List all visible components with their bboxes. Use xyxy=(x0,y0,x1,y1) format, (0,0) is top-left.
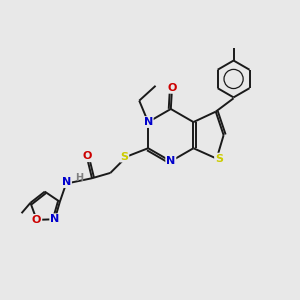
Text: N: N xyxy=(166,156,176,166)
Text: O: O xyxy=(168,82,177,93)
Text: O: O xyxy=(83,151,92,161)
Text: N: N xyxy=(50,214,59,224)
Text: S: S xyxy=(215,154,223,164)
Text: S: S xyxy=(120,152,128,161)
Text: O: O xyxy=(32,215,41,225)
Text: N: N xyxy=(143,117,153,127)
Text: H: H xyxy=(75,173,83,183)
Text: N: N xyxy=(62,177,71,187)
